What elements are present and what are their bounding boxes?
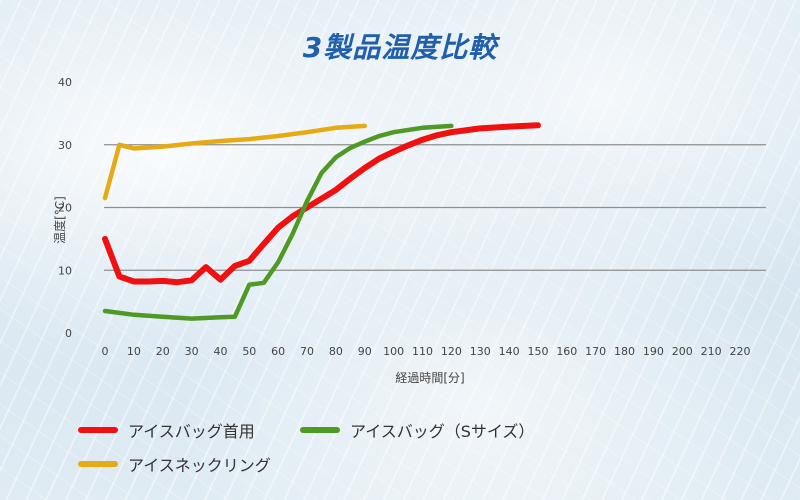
x-tick-label: 200	[672, 345, 693, 358]
legend-item-ring: アイスネックリング	[78, 452, 271, 476]
x-axis-label: 経過時間[分]	[395, 371, 464, 385]
x-tick-label: 30	[185, 345, 199, 358]
chart-title: 3製品温度比較	[302, 31, 498, 64]
x-tick-label: 60	[271, 345, 285, 358]
legend-label-neck: アイスバッグ首用	[128, 422, 255, 441]
series-line-0	[102, 122, 541, 286]
x-tick-label: 190	[643, 345, 664, 358]
x-tick-label: 220	[730, 345, 751, 358]
y-tick-label: 0	[65, 327, 72, 340]
series-line-2	[102, 123, 368, 201]
x-tick-label: 50	[242, 345, 256, 358]
series-line-1	[102, 123, 454, 321]
y-tick-label: 20	[58, 202, 72, 215]
y-axis-label: 温度[°C]	[52, 196, 67, 244]
x-tick-label: 20	[156, 345, 170, 358]
legend-label-small: アイスバッグ（Sサイズ）	[350, 422, 535, 441]
x-tick-label: 90	[358, 345, 372, 358]
legend-item-small: アイスバッグ（Sサイズ）	[300, 418, 534, 442]
x-tick-label: 120	[441, 345, 462, 358]
legend-item-neck: アイスバッグ首用	[78, 418, 255, 442]
legend-swatch-neck	[78, 427, 118, 433]
y-tick-label: 40	[58, 76, 72, 89]
x-tick-label: 0	[102, 345, 109, 358]
x-tick-label: 40	[213, 345, 227, 358]
legend-swatch-small	[300, 427, 340, 433]
x-tick-label: 80	[329, 345, 343, 358]
x-tick-label: 100	[383, 345, 404, 358]
x-tick-label: 170	[585, 345, 606, 358]
x-tick-label: 10	[127, 345, 141, 358]
legend-label-ring: アイスネックリング	[128, 456, 271, 475]
x-tick-label: 180	[614, 345, 635, 358]
x-tick-label: 70	[300, 345, 314, 358]
x-tick-label: 140	[499, 345, 520, 358]
x-tick-label: 160	[556, 345, 577, 358]
y-tick-label: 10	[58, 264, 72, 277]
x-tick-label: 150	[527, 345, 548, 358]
x-tick-label: 130	[470, 345, 491, 358]
x-tick-label: 210	[701, 345, 722, 358]
y-tick-label: 30	[58, 139, 72, 152]
x-tick-label: 110	[412, 345, 433, 358]
legend-swatch-ring	[78, 461, 118, 467]
